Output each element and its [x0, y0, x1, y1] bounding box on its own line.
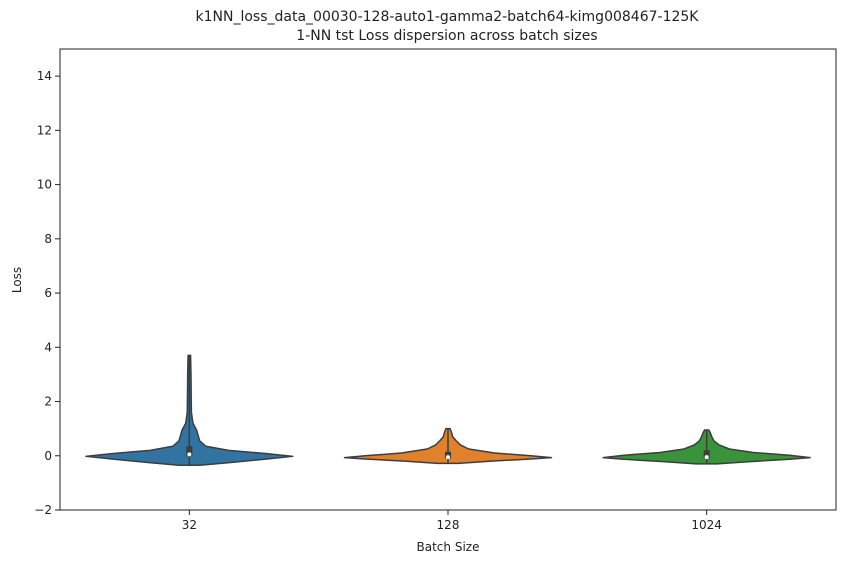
y-tick-label: 6: [44, 286, 52, 300]
violin-iqr-box: [703, 450, 710, 459]
violin-median-point: [187, 452, 192, 457]
violin-iqr-box: [186, 446, 193, 457]
violin-median-point: [704, 455, 709, 460]
y-tick-label: 14: [37, 69, 52, 83]
violin-32: [85, 354, 294, 467]
chart-title-line1: k1NN_loss_data_00030-128-auto1-gamma2-ba…: [196, 9, 700, 25]
violin-128: [343, 427, 553, 465]
y-tick-label: 2: [44, 395, 52, 409]
y-tick-label: 0: [44, 449, 52, 463]
y-tick-label: 12: [37, 123, 52, 137]
violin-1024: [602, 429, 811, 465]
x-axis-label: Batch Size: [417, 540, 480, 554]
x-tick-label: 128: [437, 518, 460, 532]
plot-area: [85, 354, 811, 467]
x-axis: 32 128 1024: [182, 510, 722, 532]
violin-iqr-box: [445, 451, 451, 459]
chart-title-line2: 1-NN tst Loss dispersion across batch si…: [296, 28, 597, 44]
y-axis: −2 0 2 4 6 8 10 12 14: [34, 69, 60, 517]
violin-median-point: [446, 455, 450, 460]
y-tick-label: 8: [44, 232, 52, 246]
y-tick-label: −2: [34, 503, 52, 517]
y-axis-label: Loss: [10, 267, 24, 293]
y-tick-label: 10: [37, 178, 52, 192]
y-tick-label: 4: [44, 340, 52, 354]
x-tick-label: 1024: [691, 518, 722, 532]
x-tick-label: 32: [182, 518, 197, 532]
